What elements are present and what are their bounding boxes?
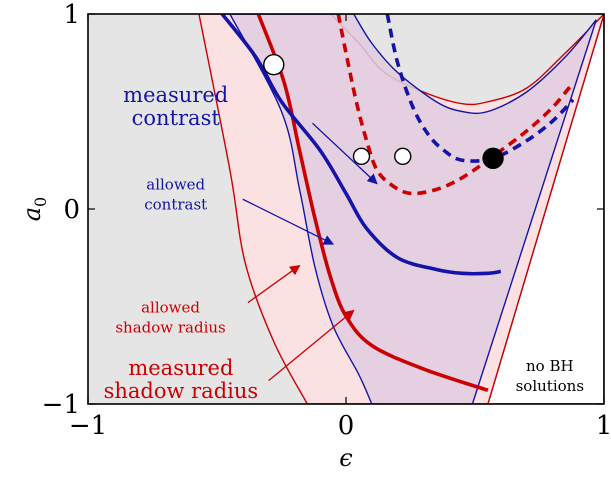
allowed-contrast-label-line-0: allowed (146, 176, 205, 194)
series-line-1-solid (220, 14, 502, 276)
x-tick-label-2: 1 (596, 411, 611, 441)
annotations-layer: measuredcontrastallowedcontrastallowedsh… (104, 83, 584, 403)
series-line-3-dashed (385, 14, 575, 163)
measured-shadow-radius-arrow (268, 309, 355, 382)
ticks-layer: −1 0 1 −1 0 1 (42, 0, 611, 441)
series-line-2-dashed (336, 14, 572, 196)
markers-layer (263, 53, 504, 170)
y-axis-label: a0 (18, 197, 50, 222)
series-line-0-solid (256, 14, 489, 393)
series-layer (220, 14, 575, 393)
allowed-shadow-radius-label-line-1: shadow radius (115, 318, 225, 336)
x-axis-label: ϵ (339, 444, 352, 472)
measured-contrast-label-line-0: measured (123, 83, 228, 107)
allowed-contrast-arrow (242, 198, 335, 245)
no-bh-solutions-label-line-0: no BH (526, 357, 574, 375)
x-tick-label-0: −1 (69, 411, 107, 441)
marker-1 (352, 147, 371, 166)
allowed-contrast-label-line-1: contrast (144, 196, 207, 214)
allowed-contrast-region (229, 14, 597, 404)
measured-contrast-arrow (312, 122, 378, 185)
measured-shadow-radius-label-line-0: measured (128, 356, 233, 380)
regions-layer (198, 14, 604, 404)
allowed-shadow-radius-arrow (247, 264, 301, 304)
allowed-shadow-radius-label-line-0: allowed (141, 298, 200, 316)
marker-3 (482, 147, 504, 170)
marker-0 (263, 53, 285, 76)
no-bh-solutions-label-line-1: solutions (516, 377, 584, 395)
measured-contrast-label-line-1: contrast (132, 106, 221, 130)
measured-shadow-radius-label-line-1: shadow radius (104, 379, 259, 403)
y-tick-label-1: 0 (63, 195, 80, 225)
x-tick-label-1: 0 (338, 411, 355, 441)
marker-2 (394, 147, 412, 166)
y-tick-label-0: −1 (42, 390, 80, 420)
y-tick-label-2: 1 (63, 0, 80, 30)
